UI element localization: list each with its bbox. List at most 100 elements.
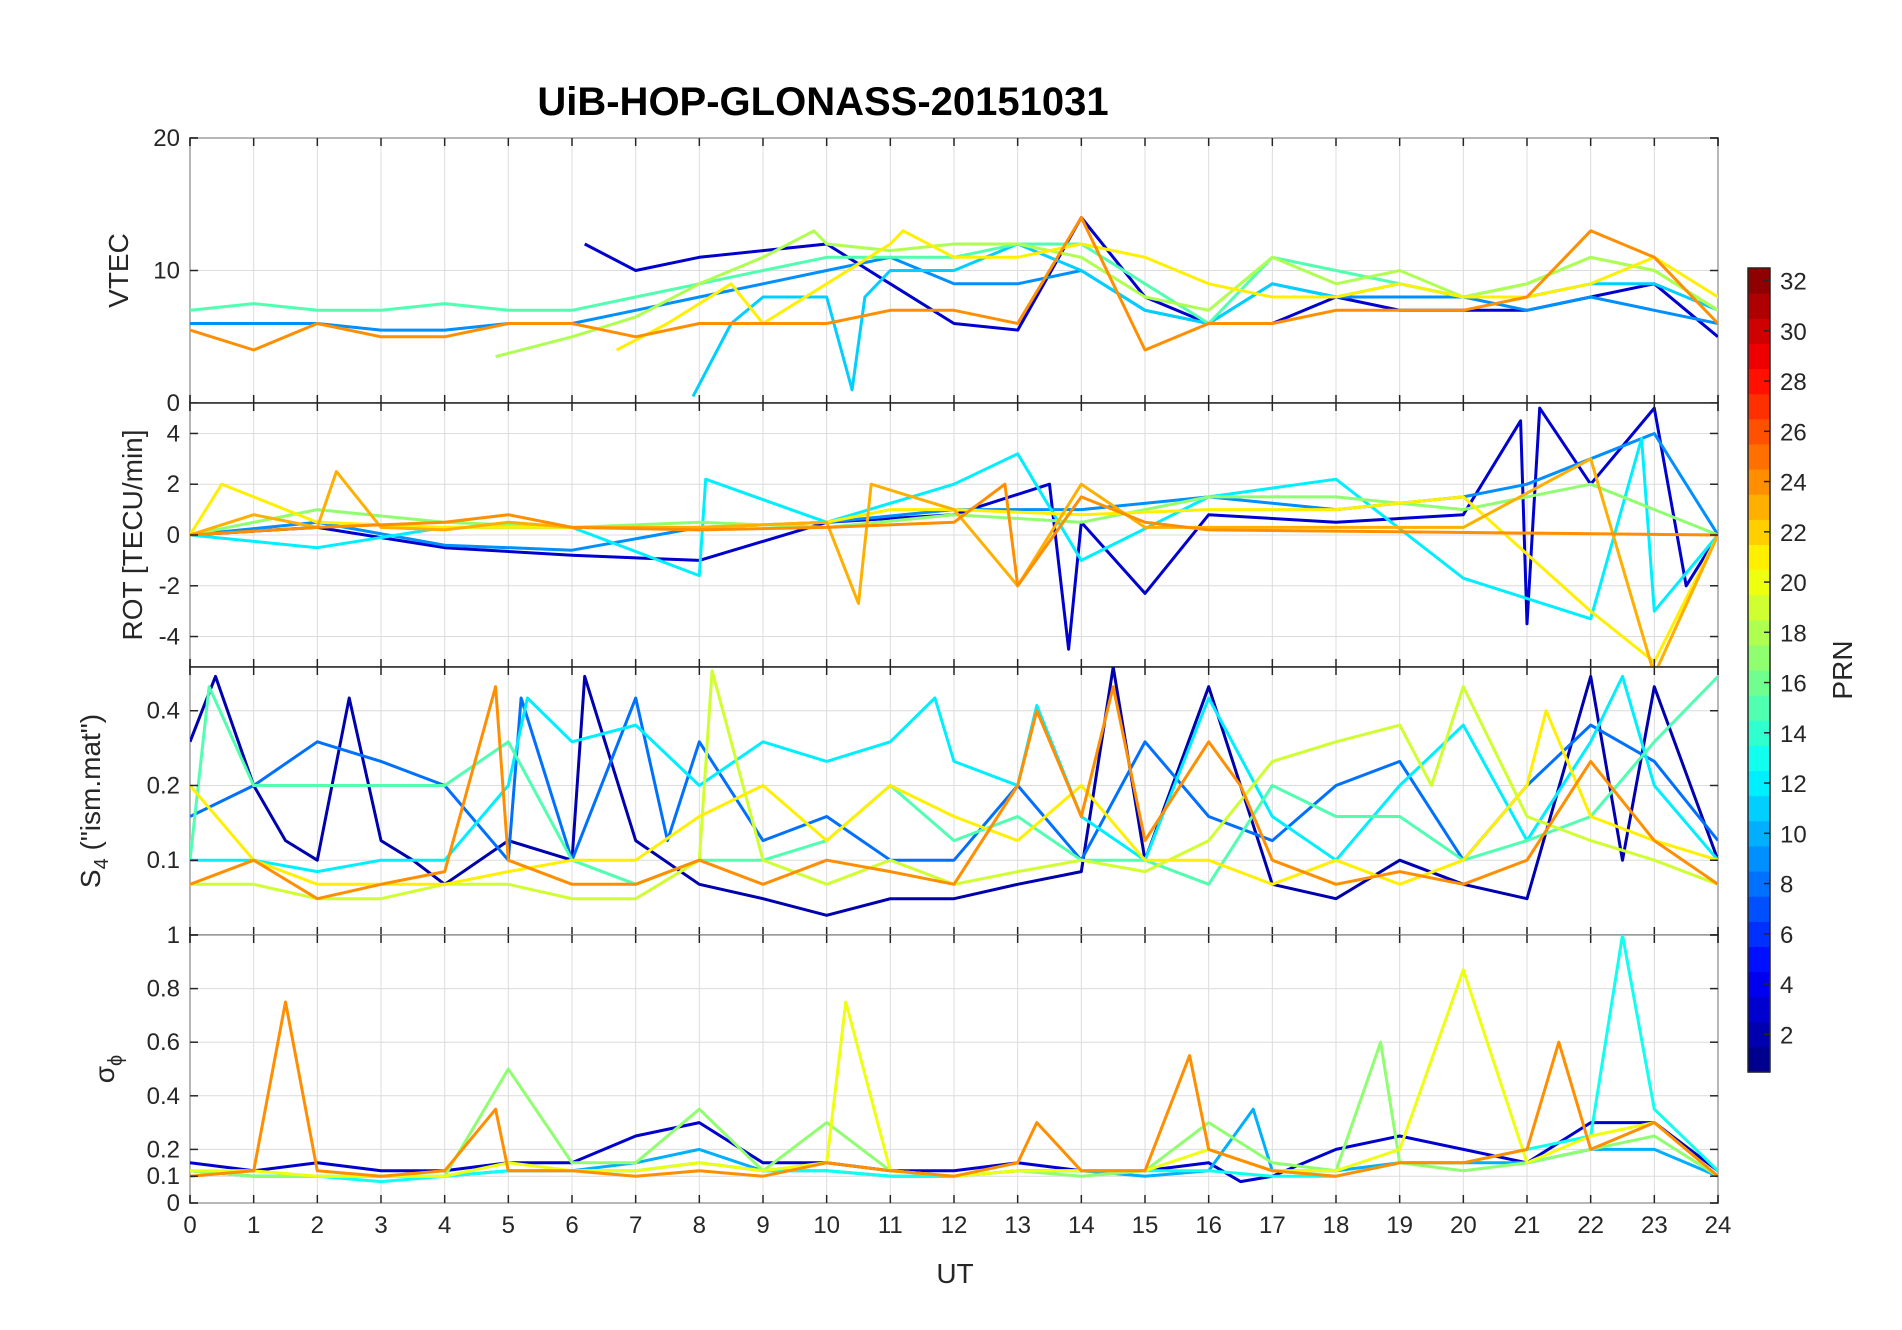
x-tick-label: 3 xyxy=(374,1212,387,1239)
y-tick-label: 0.2 xyxy=(147,1136,180,1163)
colorbar-swatch xyxy=(1748,1021,1770,1048)
colorbar-swatch xyxy=(1748,1046,1770,1073)
y-tick-label: 0.1 xyxy=(147,847,180,874)
colorbar-swatch xyxy=(1748,343,1770,370)
series-line-prn-12 xyxy=(190,674,1718,874)
traces xyxy=(190,935,1718,1184)
series-line-prn-21 xyxy=(190,709,1718,886)
x-tick-label: 21 xyxy=(1514,1212,1541,1239)
colorbar-swatch xyxy=(1748,845,1770,872)
x-tick-label: 17 xyxy=(1259,1212,1286,1239)
series-line-prn-9 xyxy=(190,432,1718,552)
colorbar-swatch xyxy=(1748,318,1770,344)
x-axis-label: UT xyxy=(936,1258,973,1289)
colorbar-swatch xyxy=(1748,494,1770,520)
panel-4: 00.10.2 0.4 0.6 0.8 1 σϕ xyxy=(89,922,1719,1217)
y-tick-label: 0 xyxy=(167,522,180,549)
colorbar-tick-label: 14 xyxy=(1780,721,1807,748)
colorbar-swatch xyxy=(1748,544,1770,571)
colorbar-swatch xyxy=(1748,971,1770,998)
y-tick-label: 0.8 xyxy=(147,976,180,1003)
colorbar-swatch xyxy=(1748,720,1770,746)
panel-3: 0.1 0.2 0.4 S4 ("ism.mat") xyxy=(75,666,1719,936)
x-tick-label: 24 xyxy=(1705,1212,1732,1239)
colorbar-label: PRN xyxy=(1827,640,1858,699)
series-line-prn-24 xyxy=(190,685,1718,901)
colorbar-swatch xyxy=(1748,368,1770,395)
series-line-prn-15 xyxy=(190,675,1718,886)
series-line-prn-24 xyxy=(190,216,1718,352)
colorbar-swatch xyxy=(1748,896,1770,922)
y-axis-label: S4 ("ism.mat") xyxy=(75,714,113,888)
colorbar-swatch xyxy=(1748,293,1770,319)
colorbar-swatch xyxy=(1748,644,1770,671)
colorbar-swatch xyxy=(1748,921,1770,947)
colorbar-swatch xyxy=(1748,268,1770,294)
series-line-prn-3 xyxy=(190,1121,1718,1184)
y-axis-label: ROT [TECU/min] xyxy=(117,429,148,640)
colorbar-tick-label: 18 xyxy=(1780,620,1807,647)
x-tick-label: 23 xyxy=(1641,1212,1668,1239)
x-tick-label: 12 xyxy=(941,1212,968,1239)
colorbar-swatch xyxy=(1748,770,1770,797)
colorbar-swatch xyxy=(1748,795,1770,822)
colorbar-swatch xyxy=(1748,946,1770,973)
colorbar-swatch xyxy=(1748,871,1770,897)
y-tick-label: 0.1 xyxy=(147,1163,180,1190)
x-tick-label: 1 xyxy=(247,1212,260,1239)
y-tick-label: -2 xyxy=(159,573,180,600)
colorbar-swatch xyxy=(1748,996,1770,1023)
y-tick-label: 2 xyxy=(167,471,180,498)
x-tick-label: 13 xyxy=(1004,1212,1031,1239)
x-tick-label: 14 xyxy=(1068,1212,1095,1239)
y-tick-label: 0.4 xyxy=(147,698,180,725)
y-tick-label: 20 xyxy=(153,125,180,152)
colorbar-swatch xyxy=(1748,745,1770,772)
colorbar-swatch xyxy=(1748,820,1770,847)
series-line-prn-18 xyxy=(495,229,1718,359)
x-tick-label: 20 xyxy=(1450,1212,1477,1239)
series-line-prn-24 xyxy=(190,482,1718,588)
y-tick-label: 4 xyxy=(167,420,180,447)
y-axis-label: σϕ xyxy=(89,1055,127,1083)
colorbar-tick-label: 32 xyxy=(1780,269,1807,296)
y-tick-label: 0 xyxy=(167,1190,180,1217)
colorbar-swatch xyxy=(1748,594,1770,621)
colorbar-tick-label: 8 xyxy=(1780,872,1793,899)
colorbar-tick-label: 30 xyxy=(1780,319,1807,346)
colorbar-swatch xyxy=(1748,695,1770,721)
y-tick-label: 0.6 xyxy=(147,1029,180,1056)
series-line-prn-23 xyxy=(190,457,1718,667)
colorbar-tick-label: 24 xyxy=(1780,470,1807,497)
colorbar-tick-label: 12 xyxy=(1780,771,1807,798)
x-tick-label: 6 xyxy=(565,1212,578,1239)
x-tick-label: 18 xyxy=(1323,1212,1350,1239)
x-tick-label: 10 xyxy=(813,1212,840,1239)
colorbar-tick-label: 2 xyxy=(1780,1022,1793,1049)
x-tick-label: 22 xyxy=(1577,1212,1604,1239)
x-tick-label: 4 xyxy=(438,1212,451,1239)
colorbar-tick-label: 16 xyxy=(1780,671,1807,698)
x-tick-label: 8 xyxy=(693,1212,706,1239)
x-tick-label: 19 xyxy=(1386,1212,1413,1239)
x-tick-label: 5 xyxy=(502,1212,515,1239)
y-tick-label: 0 xyxy=(167,390,180,417)
x-tick-label: 16 xyxy=(1195,1212,1222,1239)
series-line-prn-2 xyxy=(190,667,1718,917)
colorbar-frame xyxy=(1747,267,1771,1073)
colorbar-swatch xyxy=(1748,393,1770,420)
traces xyxy=(190,216,1718,398)
x-tick-label: 11 xyxy=(878,1212,903,1239)
traces xyxy=(190,667,1718,917)
y-tick-label: 1 xyxy=(167,922,180,949)
x-tick-labels: 0 1 2 3 4 5 6 7 8 9 10 11 12 13 14 15 16 17 18 19 20 21 22 23 24 xyxy=(183,1212,1731,1239)
colorbar-tick-label: 4 xyxy=(1780,972,1793,999)
colorbar-tick-label: 26 xyxy=(1780,419,1807,446)
series-line-prn-21 xyxy=(615,229,1718,352)
x-tick-label: 2 xyxy=(311,1212,324,1239)
y-tick-label: -4 xyxy=(159,624,180,651)
colorbar-swatch xyxy=(1748,469,1770,495)
